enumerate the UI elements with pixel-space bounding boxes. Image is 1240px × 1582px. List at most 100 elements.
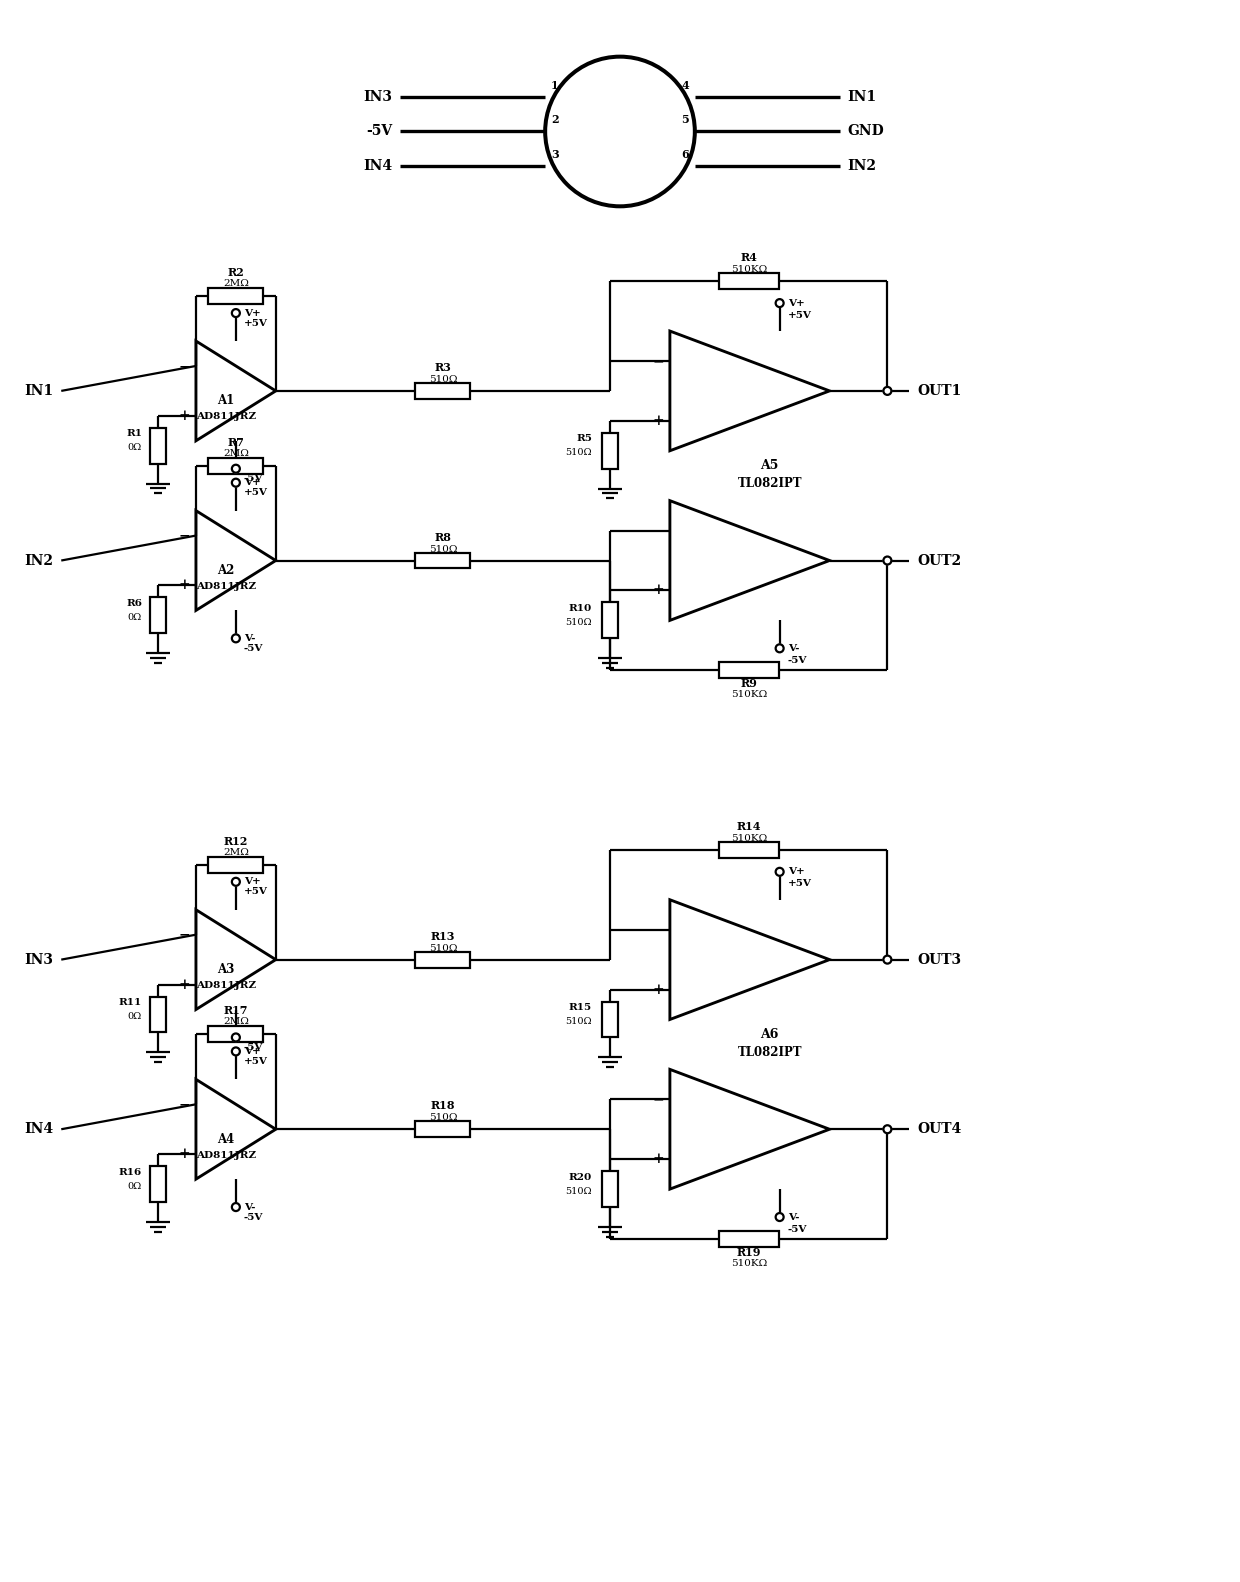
Text: 510KΩ: 510KΩ (730, 1259, 766, 1267)
Bar (208, 1027, 263, 1043)
Text: R10: R10 (569, 604, 591, 612)
Text: +: + (652, 982, 663, 997)
Text: R4: R4 (740, 252, 758, 263)
Text: +: + (652, 414, 663, 427)
Bar (415, 383, 470, 399)
Text: −: − (179, 528, 190, 543)
Text: 0Ω: 0Ω (128, 1182, 143, 1191)
Text: +5V: +5V (244, 1057, 268, 1066)
Text: AD811JRZ: AD811JRZ (196, 582, 255, 592)
Text: R19: R19 (737, 1247, 761, 1258)
Circle shape (776, 299, 784, 307)
Text: 6: 6 (681, 149, 689, 160)
Text: V-: V- (244, 1202, 255, 1212)
Text: 510Ω: 510Ω (565, 448, 591, 457)
Text: OUT3: OUT3 (918, 952, 961, 967)
Text: -5V: -5V (787, 1224, 807, 1234)
Text: V+: V+ (244, 1047, 260, 1055)
Bar (603, 1001, 618, 1038)
Text: AD811JRZ: AD811JRZ (196, 413, 255, 421)
Text: R9: R9 (740, 679, 758, 690)
Text: R2: R2 (227, 267, 244, 278)
Bar (719, 663, 779, 679)
Bar (150, 997, 166, 1033)
Circle shape (232, 1047, 239, 1055)
Text: -5V: -5V (244, 1043, 263, 1052)
Circle shape (883, 557, 892, 565)
Text: +: + (179, 1147, 190, 1161)
Text: IN3: IN3 (25, 952, 53, 967)
Text: A1: A1 (217, 394, 234, 408)
Text: A3: A3 (217, 963, 234, 976)
Circle shape (232, 1202, 239, 1212)
Text: 510KΩ: 510KΩ (730, 690, 766, 699)
Text: 2MΩ: 2MΩ (223, 449, 249, 457)
Text: IN2: IN2 (847, 160, 877, 174)
Text: +: + (179, 579, 190, 593)
Text: IN1: IN1 (24, 384, 53, 399)
Bar (719, 842, 779, 857)
Text: V-: V- (244, 634, 255, 642)
Text: 1: 1 (551, 79, 559, 90)
Text: V+: V+ (787, 867, 805, 876)
Circle shape (883, 1125, 892, 1133)
Text: −: − (652, 354, 663, 369)
Text: R3: R3 (434, 362, 451, 373)
Text: A2: A2 (217, 565, 234, 577)
Bar (150, 1166, 166, 1202)
Text: +: + (179, 408, 190, 422)
Text: +5V: +5V (244, 489, 268, 497)
Text: 2MΩ: 2MΩ (223, 1017, 249, 1027)
Circle shape (232, 1033, 239, 1041)
Text: R20: R20 (569, 1172, 591, 1182)
Text: -5V: -5V (787, 657, 807, 664)
Text: -5V: -5V (244, 475, 263, 483)
Text: 2: 2 (551, 114, 559, 125)
Bar (603, 433, 618, 468)
Circle shape (883, 388, 892, 396)
Bar (603, 1171, 618, 1207)
Text: V-: V- (787, 644, 799, 653)
Text: +5V: +5V (787, 310, 811, 320)
Text: A5: A5 (760, 459, 779, 473)
Text: TL082IPT: TL082IPT (738, 478, 802, 490)
Text: AD811JRZ: AD811JRZ (196, 981, 255, 990)
Text: V+: V+ (244, 478, 260, 487)
Circle shape (232, 634, 239, 642)
Text: 5: 5 (681, 114, 689, 125)
Text: IN1: IN1 (847, 90, 877, 103)
Circle shape (776, 644, 784, 652)
Bar (208, 288, 263, 304)
Text: +5V: +5V (787, 880, 811, 888)
Text: GND: GND (847, 125, 884, 139)
Text: R5: R5 (577, 435, 591, 443)
Text: IN4: IN4 (24, 1122, 53, 1136)
Text: 510Ω: 510Ω (429, 943, 458, 952)
Text: 510KΩ: 510KΩ (730, 266, 766, 274)
Text: 510Ω: 510Ω (429, 375, 458, 384)
Text: 510Ω: 510Ω (565, 1017, 591, 1027)
Text: AD811JRZ: AD811JRZ (196, 1150, 255, 1160)
Text: R16: R16 (119, 1168, 143, 1177)
Text: OUT2: OUT2 (918, 554, 961, 568)
Circle shape (776, 1213, 784, 1221)
Bar (415, 1122, 470, 1137)
Text: 0Ω: 0Ω (128, 1012, 143, 1020)
Text: R8: R8 (434, 532, 451, 543)
Text: −: − (652, 1092, 663, 1106)
Text: V+: V+ (244, 878, 260, 886)
Text: 2MΩ: 2MΩ (223, 848, 249, 857)
Bar (150, 598, 166, 633)
Text: +: + (652, 584, 663, 598)
Text: 4: 4 (681, 79, 689, 90)
Text: IN3: IN3 (363, 90, 393, 103)
Text: +: + (179, 978, 190, 992)
Text: 510KΩ: 510KΩ (730, 834, 766, 843)
Text: +5V: +5V (244, 888, 268, 897)
Text: +5V: +5V (244, 318, 268, 327)
Text: −: − (652, 922, 663, 937)
Bar (719, 274, 779, 290)
Bar (208, 857, 263, 873)
Circle shape (232, 479, 239, 487)
Text: IN2: IN2 (25, 554, 53, 568)
